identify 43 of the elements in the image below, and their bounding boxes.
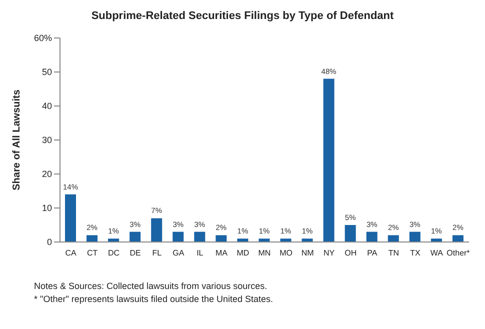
x-tick-label: Other* xyxy=(446,248,470,258)
x-tick-label: DC xyxy=(108,248,120,258)
x-tick-label: DE xyxy=(130,248,141,258)
bar xyxy=(172,232,184,242)
x-tick-label: TN xyxy=(388,248,400,258)
x-tick-label: NM xyxy=(301,248,314,258)
y-tick-label: 10 xyxy=(42,203,52,214)
y-axis-title: Share of All Lawsuits xyxy=(12,89,23,190)
x-tick-label: OH xyxy=(344,248,357,258)
bar xyxy=(344,225,356,242)
bar xyxy=(452,235,464,242)
x-tick-label: WA xyxy=(430,248,444,258)
bar xyxy=(323,78,334,242)
y-tick-label: 30 xyxy=(42,135,52,146)
x-tick-label: FL xyxy=(152,248,162,258)
chart-title: Subprime-Related Securities Filings by Type of Defendant xyxy=(90,9,395,24)
y-tick-label: 0 xyxy=(46,237,52,248)
x-tick-label: NY xyxy=(324,248,336,258)
x-tick-label: MD xyxy=(236,248,250,258)
text: * "Other" represents lawsuits filed outside the United States. xyxy=(34,293,274,306)
x-tick-label: TX xyxy=(410,248,421,258)
x-tick-label: CT xyxy=(86,248,98,258)
bar xyxy=(366,232,378,242)
x-tick-label: GA xyxy=(172,248,185,258)
x-tick-label: PA xyxy=(367,248,378,258)
x-tick-label: MA xyxy=(215,248,228,258)
x-tick-label: IL xyxy=(196,248,204,258)
x-tick-label: MO xyxy=(280,248,292,258)
bar xyxy=(409,232,420,242)
bar xyxy=(194,232,206,242)
x-tick-label: MN xyxy=(258,248,271,258)
x-tick-label: CA xyxy=(65,248,77,258)
y-tick-label: 60% xyxy=(34,33,52,44)
y-tick-label: 40 xyxy=(42,101,52,112)
bar xyxy=(216,235,227,242)
bar xyxy=(151,218,162,242)
bar xyxy=(65,194,76,242)
text: Notes & Sources: Collected lawsuits from various sources. xyxy=(34,280,268,293)
y-tick-label: 20 xyxy=(42,169,52,180)
bar xyxy=(130,232,141,242)
y-tick-label: 50 xyxy=(42,67,52,78)
bar xyxy=(388,235,399,242)
bar xyxy=(86,235,98,242)
